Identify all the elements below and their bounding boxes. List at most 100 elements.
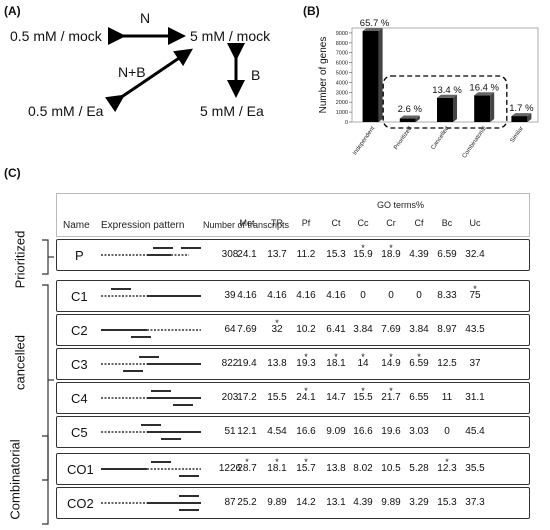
go-value-ct: 14.7 [326,392,346,403]
bar-top [474,92,495,96]
category-label: Similar [510,126,525,144]
group-brackets [42,239,54,525]
bar-top [399,115,420,119]
go-value-pf: 11.2 [296,249,316,260]
go-value-tr: 9.89 [267,497,287,508]
go-value-ct: 6.41 [326,324,346,335]
go-value-bc: 11 [441,392,453,403]
bar-side [527,113,532,122]
row-name: C5 [71,425,88,440]
y-tick-label: 3000 [336,90,348,96]
go-value-uc: 37.3 [465,497,485,508]
go-value-cr: 7.69 [381,324,401,335]
go-value-cr: 14.9 * [377,352,405,369]
go-col-bc: Bc [441,218,453,228]
expression-pattern [101,461,201,477]
percent-label: 65.7 % [360,18,390,29]
expression-pattern [101,288,201,297]
go-value-cc: 0 [360,290,366,301]
header-name: Name [63,220,90,231]
significance-star: * [361,352,365,362]
go-value-pf: 4.16 [296,290,316,301]
significance-star: * [275,318,279,328]
significance-star: * [361,386,365,396]
header-pattern: Expression pattern [101,220,185,231]
expression-pattern [101,424,201,440]
go-value-met: 4.16 [237,290,257,301]
row-name: C3 [71,357,88,372]
table-row: P 308 24.1 13.7 11.2 15.3 15.9 * 18.9 * 4.39 6.59 32… [56,239,530,271]
go-value-ct: 15.3 [326,249,346,260]
significance-star: * [334,352,338,362]
go-value-ct: 4.16 [326,290,346,301]
category-label: Combinatorial [462,126,488,160]
go-value-cr: 19.6 [381,426,401,437]
arrow-nb [105,48,193,113]
row-name: CO1 [67,462,94,477]
bar-cancelled [437,97,453,122]
go-value-uc: 37 [469,358,481,369]
go-value-met: 12.1 [237,426,257,437]
dashed-group-box [382,75,508,129]
node-0-5mm-ea: 0.5 mM / Ea [28,103,104,119]
transcript-count: 39 [224,290,236,301]
go-value-cf: 6.55 [409,392,429,403]
y-tick-label: 6000 [336,61,348,67]
y-tick-label: 5000 [336,71,348,77]
significance-star: * [389,352,393,362]
go-value-cc: 15.9 * [349,243,377,260]
percent-label: 1.7 % [509,103,534,114]
significance-star: * [473,284,477,294]
percent-label: 16.4 % [469,82,499,93]
go-value-bc: 15.3 [437,497,457,508]
significance-star: * [304,457,308,467]
go-value-ct: 13.1 [326,497,346,508]
go-value-tr: 4.54 [267,426,287,437]
table-row: CO1 1226 28.7 * 18.1 * 15.7 * 13.8 8.02 10.5 5.28 12… [56,453,530,485]
significance-star: * [245,457,249,467]
go-value-uc: 43.5 [465,324,485,335]
bar-independent [362,30,379,122]
transcript-count: 87 [224,497,236,508]
row-name: P [75,248,84,263]
table-row: CO2 87 25.2 9.89 14.2 13.1 4.39 9.89 3.29 15.3 37.… [56,487,530,519]
arrow-label-b: B [251,67,261,83]
go-value-met: 25.2 [237,497,257,508]
go-value-met: 28.7 * [233,457,261,474]
significance-star: * [389,243,393,253]
go-value-cr: 10.5 [381,463,401,474]
go-value-pf: 15.7 * [292,457,320,474]
significance-star: * [389,386,393,396]
table-row: C2 64 7.69 32 * 10.2 6.41 3.84 7.69 3.84 8.97 43.5 [56,314,530,346]
row-name: CO2 [67,496,94,511]
table-row: C1 39 4.16 4.16 4.16 4.16 0 0 0 8.33 75 * [56,280,530,312]
go-value-met: 17.2 [237,392,257,403]
go-column-headers: Met TR Pf Ct Cc Cr Cf Bc Uc [57,218,529,232]
go-value-cr: 9.89 [381,497,401,508]
go-value-bc: 12.5 [437,358,457,369]
transcript-count: 1226 [218,463,242,474]
y-tick-label: 1000 [336,110,348,116]
significance-star: * [304,352,308,362]
header-go-terms: GO terms% [377,200,425,210]
bar-top [437,94,457,98]
y-axis-label: Number of genes [318,37,329,114]
go-value-uc: 31.1 [465,392,485,403]
go-value-tr: 4.16 [267,290,287,301]
go-value-ct: 18.1 * [322,352,350,369]
significance-star: * [361,243,365,253]
go-col-met: Met [239,218,255,228]
go-value-uc: 32.4 [465,249,485,260]
go-value-pf: 16.6 [296,426,316,437]
go-value-cf: 0 [416,290,422,301]
percent-label: 13.4 % [432,85,462,96]
go-col-tr: TR [271,218,283,228]
node-5mm-mock: 5 mM / mock [190,28,271,44]
y-tick-label: 8000 [336,41,348,47]
go-value-pf: 24.1 * [292,386,320,403]
go-value-pf: 14.2 [296,497,316,508]
go-value-pf: 19.3 * [292,352,320,369]
y-tick-label: 9000 [336,31,348,37]
row-name: C1 [71,289,88,304]
go-col-cc: Cc [357,218,369,228]
